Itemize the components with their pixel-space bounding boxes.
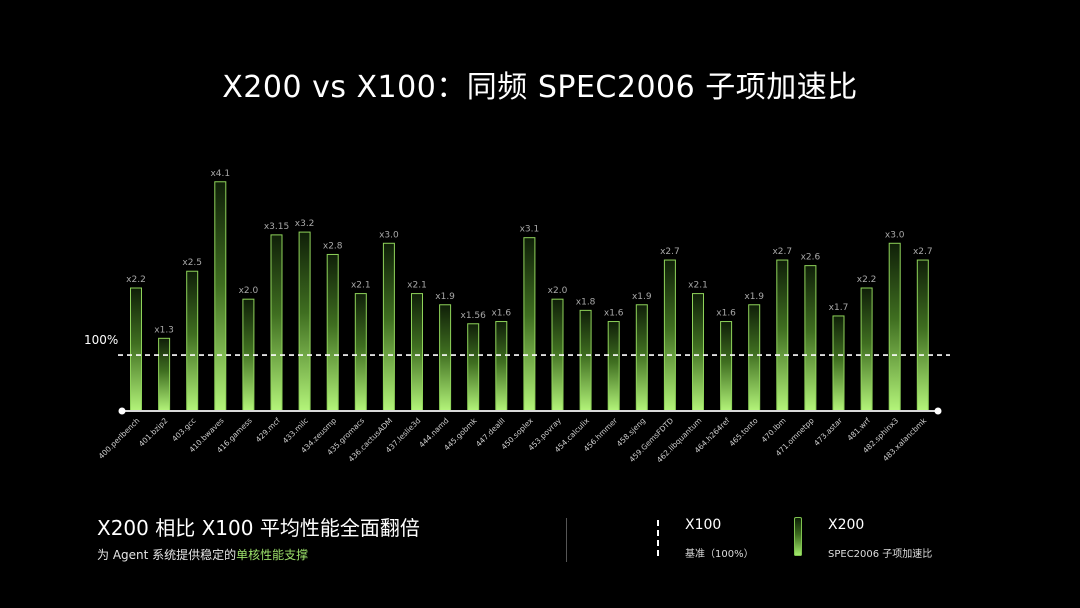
tick-label-473.astar: 473.astar <box>812 415 844 447</box>
speedup-bar-chart: 100% x2.2 x1.3 x2.5 x4.1 x2.0 x3.15 x3.2 x2.8 x2… <box>84 169 950 464</box>
data-label-434.zeusmp: x2.8 <box>323 241 343 251</box>
data-label-473.astar: x1.7 <box>829 303 849 313</box>
bar-433.milc <box>298 231 311 412</box>
bar-471.omnetpp <box>804 265 817 412</box>
legend-x100-dashed-swatch <box>657 520 659 556</box>
bar-437.leslie3d <box>411 293 423 412</box>
bar-465.tonto <box>748 304 761 412</box>
bar-434.zeusmp <box>326 253 339 412</box>
footer-sub-highlight: 单核性能支撑 <box>236 548 309 562</box>
data-label-471.omnetpp: x2.6 <box>801 253 821 263</box>
bar-483.xalancbmk <box>916 259 929 412</box>
data-label-445.gobmk: x1.56 <box>461 311 487 321</box>
footer-headline: X200 相比 X100 平均性能全面翻倍 <box>97 516 420 540</box>
bar-447.dealII <box>495 321 508 412</box>
data-label-410.bwaves: x4.1 <box>210 169 230 179</box>
bar-462.libquantum <box>692 293 704 412</box>
tick-label-400.perlbench: 400.perlbench <box>97 416 142 461</box>
legend-x100-title: X100 <box>685 517 722 533</box>
bar-435.gromacs <box>354 293 367 412</box>
data-label-403.gcc: x2.5 <box>182 258 202 268</box>
bar-436.cactusADM <box>382 242 395 412</box>
data-label-444.namd: x1.9 <box>435 292 455 302</box>
tick-label-401.bzip2: 401.bzip2 <box>137 416 170 449</box>
data-label-447.dealII: x1.6 <box>491 309 511 319</box>
legend-x200-title: X200 <box>828 517 865 533</box>
data-label-429.mcf: x3.15 <box>264 222 289 232</box>
bar-481.wrf <box>860 287 873 412</box>
footer-subline: 为 Agent 系统提供稳定的单核性能支撑 <box>97 546 308 563</box>
data-label-453.povray: x2.0 <box>548 286 568 296</box>
tick-label-429.mcf: 429.mcf <box>254 416 282 444</box>
data-label-433.milc: x3.2 <box>295 219 315 229</box>
x-axis-end-dot <box>934 407 942 415</box>
bar-456.hmmer <box>607 321 620 412</box>
bar-473.astar <box>832 315 845 412</box>
data-label-436.cactusADM: x3.0 <box>379 230 399 240</box>
data-label-462.libquantum: x2.1 <box>688 281 708 291</box>
bar-450.soplex <box>523 237 536 412</box>
data-label-400.perlbench: x2.2 <box>126 275 146 285</box>
data-label-401.bzip2: x1.3 <box>154 325 174 335</box>
baseline-label: 100% <box>84 333 118 347</box>
data-label-454.calculix: x1.8 <box>576 297 596 307</box>
bar-444.namd <box>439 304 452 412</box>
legend-x100-sub: 基准（100%） <box>685 549 754 560</box>
bar-410.bwaves <box>214 181 227 412</box>
bar-429.mcf <box>270 234 283 412</box>
bar-401.bzip2 <box>158 337 171 412</box>
tick-label-470.lbm: 470.lbm <box>760 416 788 444</box>
data-label-459.GemsFDTD: x2.7 <box>660 247 680 257</box>
data-label-450.soplex: x3.1 <box>520 225 540 235</box>
data-label-482.sphinx3: x3.0 <box>885 230 905 240</box>
bar-464.h264ref <box>720 321 733 412</box>
bar-470.lbm <box>776 259 789 412</box>
data-label-481.wrf: x2.2 <box>857 275 877 285</box>
data-label-465.tonto: x1.9 <box>744 292 764 302</box>
footer-sub-prefix: 为 Agent 系统提供稳定的 <box>97 548 237 562</box>
data-label-435.gromacs: x2.1 <box>351 281 371 291</box>
data-label-470.lbm: x2.7 <box>772 247 792 257</box>
legend-x200-bar-swatch <box>794 517 802 556</box>
data-label-483.xalancbmk: x2.7 <box>913 247 933 257</box>
data-label-456.hmmer: x1.6 <box>604 309 624 319</box>
bar-459.GemsFDTD <box>663 259 676 412</box>
bar-403.gcc <box>186 270 199 412</box>
legend-x200-sub: SPEC2006 子项加速比 <box>828 549 933 560</box>
data-label-437.leslie3d: x2.1 <box>407 281 427 291</box>
tick-label-465.tonto: 465.tonto <box>727 416 759 448</box>
tick-label-403.gcc: 403.gcc <box>170 416 197 443</box>
data-label-464.h264ref: x1.6 <box>716 309 736 319</box>
bar-445.gobmk <box>467 323 480 412</box>
data-label-416.gamess: x2.0 <box>239 286 259 296</box>
bar-400.perlbench <box>130 287 142 412</box>
tick-label-481.wrf: 481.wrf <box>845 416 872 443</box>
footer-divider <box>566 518 567 562</box>
bar-454.calculix <box>579 309 592 412</box>
bar-458.sjeng <box>635 304 648 412</box>
bar-482.sphinx3 <box>888 242 901 412</box>
chart-title: X200 vs X100：同频 SPEC2006 子项加速比 <box>222 70 858 105</box>
data-label-458.sjeng: x1.9 <box>632 292 652 302</box>
x-axis-start-dot <box>118 407 126 415</box>
